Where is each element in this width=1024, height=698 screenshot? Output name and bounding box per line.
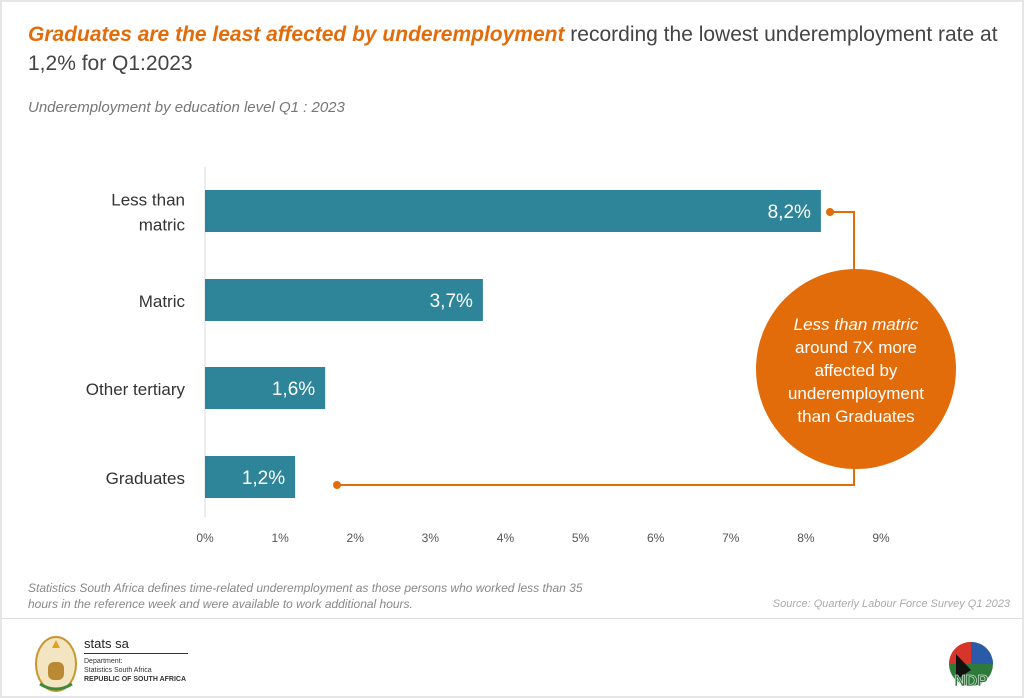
definition-note: Statistics South Africa defines time-rel… xyxy=(28,581,583,611)
bar-chart: 8,2% Less than matric 3,7% Matric 1,6% Other t… xyxy=(86,167,956,545)
data-label: 8,2% xyxy=(768,202,811,223)
category-label: Graduates xyxy=(106,469,185,488)
ndp-2030-logo-icon: NDP xyxy=(949,642,993,690)
connector-line xyxy=(830,211,855,270)
bar xyxy=(205,190,821,232)
bar xyxy=(205,279,483,321)
category-label: Other tertiary xyxy=(86,380,186,399)
x-tick-label: 6% xyxy=(647,531,665,545)
x-tick-label: 5% xyxy=(572,531,590,545)
x-tick-label: 8% xyxy=(797,531,815,545)
annotation-text: underemployment xyxy=(788,384,924,403)
annotation-circle xyxy=(756,269,956,469)
headline: Graduates are the least affected by unde… xyxy=(28,20,1008,78)
x-tick-label: 7% xyxy=(722,531,740,545)
annotation-text: than Graduates xyxy=(797,407,914,426)
divider xyxy=(2,618,1022,619)
data-label: 1,2% xyxy=(242,468,285,489)
dept-line: Department: xyxy=(84,658,123,665)
annotation-text: affected by xyxy=(815,361,898,380)
x-tick-label: 2% xyxy=(347,531,365,545)
x-tick-label: 9% xyxy=(872,531,890,545)
source-note: Source: Quarterly Labour Force Survey Q1… xyxy=(772,598,1010,610)
stats-sa-logo-text: stats sa xyxy=(84,636,188,654)
x-tick-label: 0% xyxy=(196,531,214,545)
x-tick-label: 4% xyxy=(497,531,515,545)
data-label: 1,6% xyxy=(272,379,315,400)
department-text: Department: Statistics South Africa REPU… xyxy=(84,657,186,684)
annotation-text: around 7X more xyxy=(795,338,917,357)
category-label: matric xyxy=(139,216,186,235)
dept-line: Statistics South Africa xyxy=(84,667,152,674)
x-tick-label: 3% xyxy=(422,531,440,545)
coat-of-arms-icon xyxy=(35,636,77,692)
annotation-text: Less than matric xyxy=(794,315,919,334)
data-label: 3,7% xyxy=(430,291,473,312)
x-tick-label: 1% xyxy=(271,531,289,545)
category-label: Less than xyxy=(111,191,185,210)
bar xyxy=(205,367,326,409)
headline-highlight: Graduates are the least affected by unde… xyxy=(28,23,565,46)
headline-rest: recording the lowest underemployment rat… xyxy=(28,23,998,75)
connector-line xyxy=(337,468,855,486)
bar xyxy=(205,456,296,498)
chart-subtitle: Underemployment by education level Q1 : … xyxy=(28,99,345,116)
svg-text:NDP: NDP xyxy=(954,673,988,690)
category-label: Matric xyxy=(139,292,186,311)
dept-line: REPUBLIC OF SOUTH AFRICA xyxy=(84,676,187,683)
